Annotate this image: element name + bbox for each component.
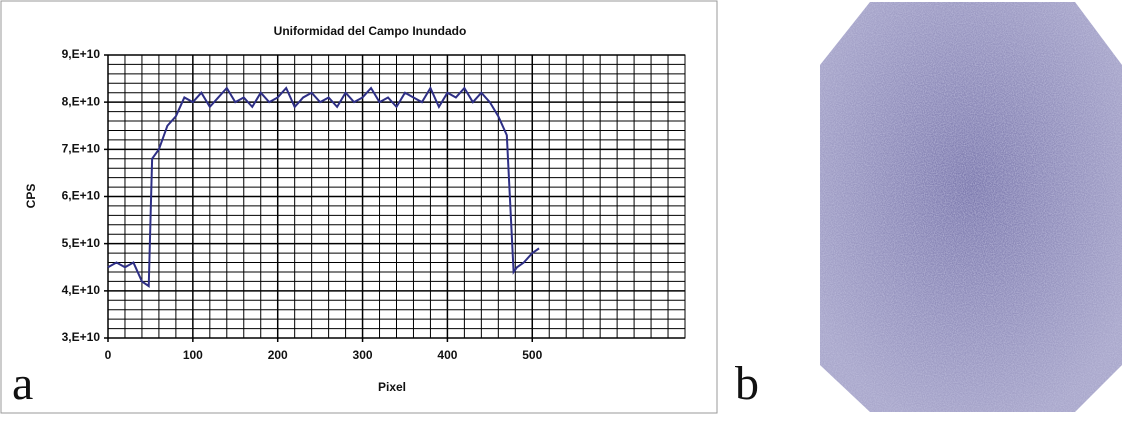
figure: Uniformidad del Campo Inundado CPS Pixel… — [0, 0, 1128, 417]
x-tick-label: 500 — [522, 348, 542, 362]
image-panel — [820, 2, 1122, 412]
x-tick-label: 200 — [268, 348, 288, 362]
chart-title: Uniformidad del Campo Inundado — [274, 24, 467, 38]
x-tick-label: 100 — [183, 348, 203, 362]
y-tick-label: 4,E+10 — [62, 283, 101, 297]
y-tick-label: 7,E+10 — [62, 142, 101, 156]
x-tick-label: 400 — [437, 348, 457, 362]
y-tick-label: 3,E+10 — [62, 330, 101, 344]
panel-label: a — [12, 357, 33, 410]
y-tick-label: 5,E+10 — [62, 236, 101, 250]
y-tick-label: 9,E+10 — [62, 47, 101, 61]
x-tick-label: 0 — [105, 348, 112, 362]
y-tick-label: 8,E+10 — [62, 94, 101, 108]
plot-area: 3,E+10 4,E+10 5,E+10 6,E+10 7,E+10 8,E+10 9,E+… — [62, 47, 685, 362]
x-axis-label: Pixel — [378, 380, 406, 394]
x-tick-label: 300 — [353, 348, 373, 362]
scan-noise — [820, 2, 1122, 412]
page: Uniformidad del Campo Inundado CPS Pixel… — [0, 0, 1128, 422]
panel-label: b — [735, 357, 759, 410]
y-axis-label: CPS — [24, 184, 38, 209]
y-tick-label: 6,E+10 — [62, 189, 101, 203]
